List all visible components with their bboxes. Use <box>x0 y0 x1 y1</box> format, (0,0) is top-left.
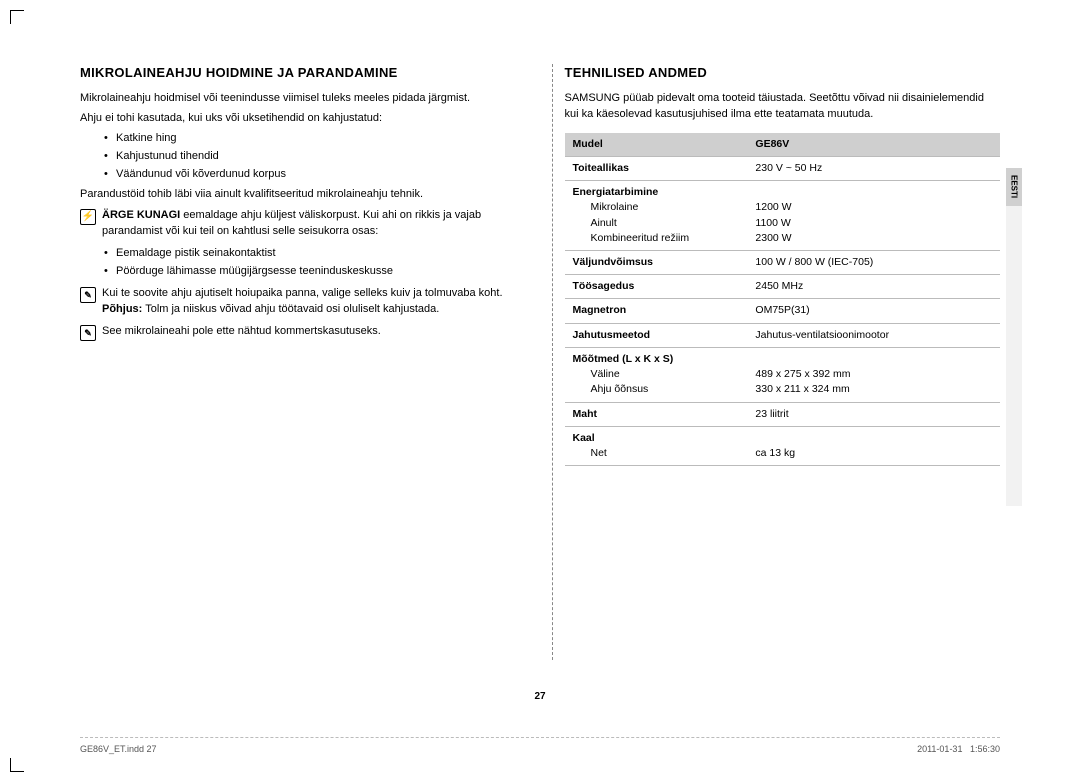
row-sublabel: Väline <box>573 367 740 382</box>
footer: GE86V_ET.indd 27 2011-01-31 1:56:30 <box>80 737 1000 754</box>
left-p1: Mikrolaineahju hoidmisel või teenindusse… <box>80 91 516 107</box>
list-item: Väändunud või kõverdunud korpus <box>80 167 516 183</box>
row-label: Mõõtmed (L x K x S) <box>573 353 674 365</box>
table-row: Toiteallikas230 V ~ 50 Hz <box>565 156 1001 180</box>
right-column: TEHNILISED ANDMED SAMSUNG püüab pidevalt… <box>552 64 1001 660</box>
row-label: Maht <box>565 402 748 426</box>
note-icon: ✎ <box>80 325 96 341</box>
info-note-1: ✎ Kui te soovite ahju ajutiselt hoiupaik… <box>80 286 516 318</box>
row-value: OM75P(31) <box>747 299 1000 323</box>
row-label: Magnetron <box>565 299 748 323</box>
footer-left: GE86V_ET.indd 27 <box>80 744 157 754</box>
left-p3: Parandustöid tohib läbi viia ainult kval… <box>80 187 516 203</box>
left-heading: MIKROLAINEAHJU HOIDMINE JA PARANDAMINE <box>80 64 516 83</box>
row-value: Jahutus-ventilatsioonimootor <box>747 323 1000 347</box>
row-label: Energiatarbimine <box>573 186 659 198</box>
list-item: Katkine hing <box>80 131 516 147</box>
table-row: JahutusmeetodJahutus-ventilatsioonimooto… <box>565 323 1001 347</box>
row-subvalue: 1200 W <box>755 200 992 215</box>
row-label: Väljundvõimsus <box>565 251 748 275</box>
table-row: Töösagedus2450 MHz <box>565 275 1001 299</box>
left-p2: Ahju ei tohi kasutada, kui uks või ukset… <box>80 111 516 127</box>
row-label: Jahutusmeetod <box>565 323 748 347</box>
table-row: Väljundvõimsus100 W / 800 W (IEC-705) <box>565 251 1001 275</box>
warning-text: ÄRGE KUNAGI eemaldage ahju küljest välis… <box>102 208 516 240</box>
row-subvalue: 330 x 211 x 324 mm <box>755 382 992 397</box>
row-value: 100 W / 800 W (IEC-705) <box>747 251 1000 275</box>
th-model: Mudel <box>565 133 748 157</box>
right-intro: SAMSUNG püüab pidevalt oma tooteid täius… <box>565 91 1001 123</box>
note-text: Kui te soovite ahju ajutiselt hoiupaika … <box>102 287 503 299</box>
row-label: Töösagedus <box>565 275 748 299</box>
table-row: Mõõtmed (L x K x S) VälineAhju õõnsus 489… <box>565 347 1001 402</box>
row-subvalue: 489 x 275 x 392 mm <box>755 367 992 382</box>
th-value: GE86V <box>747 133 1000 157</box>
row-value: 2450 MHz <box>747 275 1000 299</box>
row-sublabel: Ainult <box>573 216 740 231</box>
list-item: Pöörduge lähimasse müügijärgsesse teenin… <box>80 264 516 280</box>
row-subvalue: ca 13 kg <box>755 446 992 461</box>
footer-right: 2011-01-31 1:56:30 <box>917 744 1000 754</box>
row-sublabel: Mikrolaine <box>573 200 740 215</box>
page-number: 27 <box>0 691 1080 702</box>
row-label: Toiteallikas <box>565 156 748 180</box>
side-strip <box>1006 206 1022 506</box>
row-sublabel: Kombineeritud režiim <box>573 231 740 246</box>
note-text: See mikrolaineahi pole ette nähtud komme… <box>102 324 516 340</box>
spec-table: Mudel GE86V Toiteallikas230 V ~ 50 HzEne… <box>565 133 1001 467</box>
row-value: 230 V ~ 50 Hz <box>747 156 1000 180</box>
bullets-1: Katkine hing Kahjustunud tihendid Väändu… <box>80 131 516 183</box>
row-sublabel: Net <box>573 446 740 461</box>
note-icon: ✎ <box>80 287 96 303</box>
table-row: Energiatarbimine MikrolaineAinultKombinee… <box>565 181 1001 251</box>
bullets-2: Eemaldage pistik seinakontaktist Pöördug… <box>80 246 516 280</box>
table-row: Maht23 liitrit <box>565 402 1001 426</box>
right-heading: TEHNILISED ANDMED <box>565 64 1001 83</box>
table-row: MagnetronOM75P(31) <box>565 299 1001 323</box>
language-tab: EESTI <box>1006 168 1022 206</box>
row-label: Kaal <box>573 432 595 444</box>
row-subvalue: 2300 W <box>755 231 992 246</box>
left-column: MIKROLAINEAHJU HOIDMINE JA PARANDAMINE M… <box>80 64 528 660</box>
list-item: Kahjustunud tihendid <box>80 149 516 165</box>
info-note-2: ✎ See mikrolaineahi pole ette nähtud kom… <box>80 324 516 341</box>
row-value: 23 liitrit <box>747 402 1000 426</box>
warning-note: ⚡ ÄRGE KUNAGI eemaldage ahju küljest väl… <box>80 208 516 240</box>
plug-icon: ⚡ <box>80 209 96 225</box>
row-sublabel: Ahju õõnsus <box>573 382 740 397</box>
row-subvalue: 1100 W <box>755 216 992 231</box>
table-row: Kaal Net ca 13 kg <box>565 426 1001 465</box>
list-item: Eemaldage pistik seinakontaktist <box>80 246 516 262</box>
